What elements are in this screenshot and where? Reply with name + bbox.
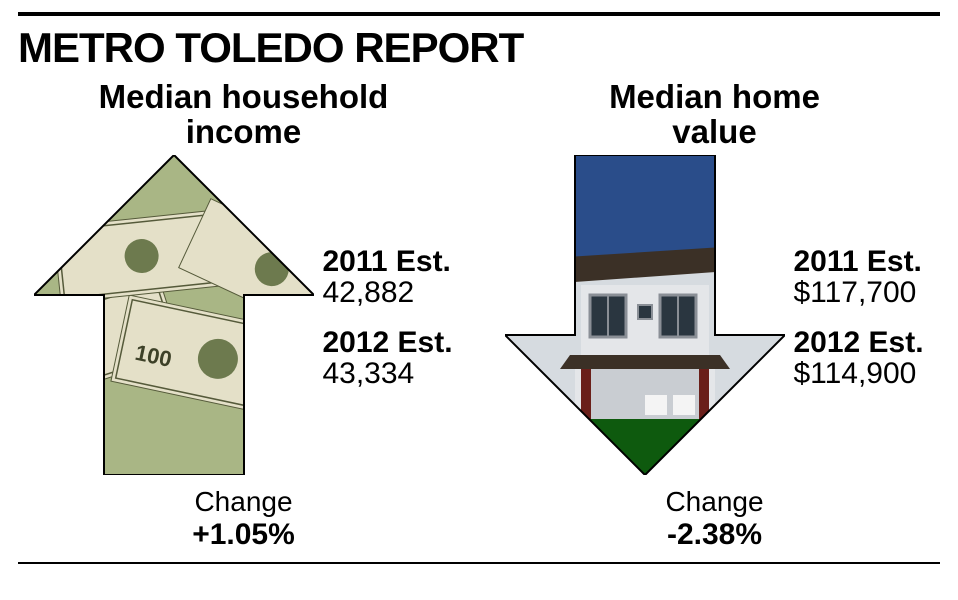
up-arrow-money: 100 [34,155,314,480]
income-2011-value: 42,882 [322,277,452,309]
homevalue-title-line2: value [609,115,820,150]
income-stat-2012: 2012 Est. 43,334 [322,327,452,390]
homevalue-2011-value: $117,700 [793,277,923,309]
top-rule [18,12,940,16]
homevalue-title-line1: Median home [609,80,820,115]
income-panel-body: 100 [18,155,469,480]
income-change-label: Change [192,486,295,518]
down-arrow-house [505,155,785,480]
homevalue-2012-label: 2012 Est. [793,327,923,359]
homevalue-change-value: -2.38% [665,518,763,552]
homevalue-panel-title: Median home value [609,80,820,149]
homevalue-panel: Median home value [489,80,940,552]
homevalue-panel-body: 2011 Est. $117,700 2012 Est. $114,900 [489,155,940,480]
income-change-value: +1.05% [192,518,295,552]
panels-row: Median household income [18,80,940,552]
income-2012-label: 2012 Est. [322,327,452,359]
bottom-rule [18,562,940,564]
income-2011-label: 2011 Est. [322,246,452,278]
homevalue-2012-value: $114,900 [793,358,923,390]
infographic-root: METRO TOLEDO REPORT Median household inc… [0,0,958,600]
income-title-line2: income [99,115,389,150]
income-stat-2011: 2011 Est. 42,882 [322,246,452,309]
income-2012-value: 43,334 [322,358,452,390]
income-panel: Median household income [18,80,469,552]
report-title: METRO TOLEDO REPORT [18,24,940,72]
homevalue-stats: 2011 Est. $117,700 2012 Est. $114,900 [793,246,923,390]
homevalue-stat-2012: 2012 Est. $114,900 [793,327,923,390]
income-title-line1: Median household [99,80,389,115]
homevalue-change-label: Change [665,486,763,518]
homevalue-change: Change -2.38% [665,486,763,552]
income-panel-title: Median household income [99,80,389,149]
homevalue-stat-2011: 2011 Est. $117,700 [793,246,923,309]
income-stats: 2011 Est. 42,882 2012 Est. 43,334 [322,246,452,390]
income-change: Change +1.05% [192,486,295,552]
homevalue-2011-label: 2011 Est. [793,246,923,278]
